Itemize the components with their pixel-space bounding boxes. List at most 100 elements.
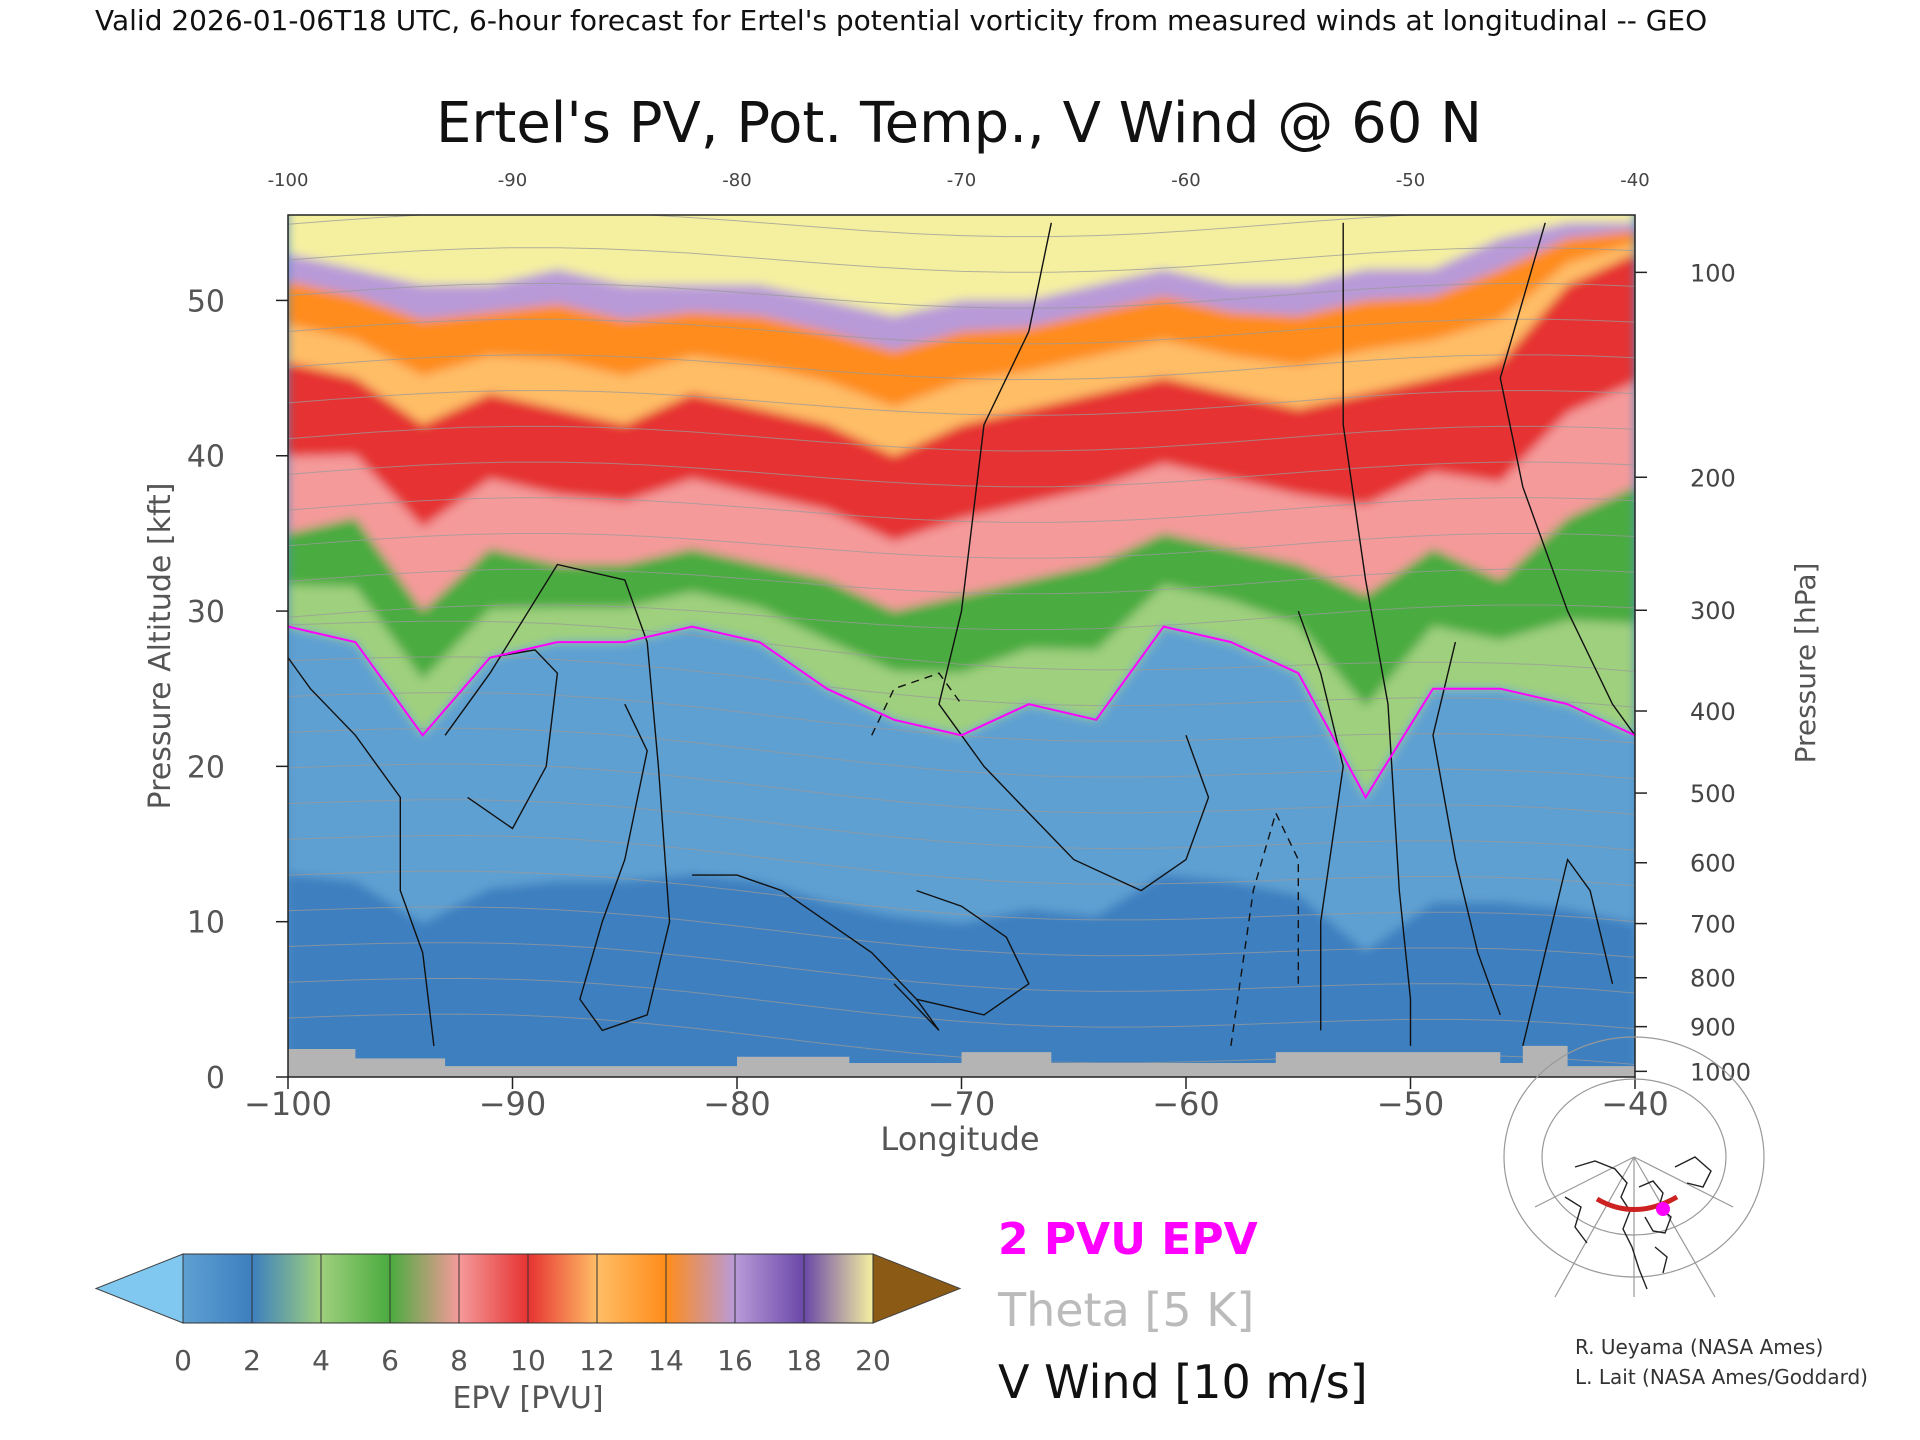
terrain-shading <box>288 1045 1635 1077</box>
x-tick-label: −90 <box>479 1085 547 1123</box>
epv-band-4-6 <box>288 486 1635 707</box>
v-wind-zero-contour <box>938 222 1210 892</box>
theta-isentrope <box>288 354 1635 380</box>
legend-item-1: Theta [5 K] <box>997 1283 1254 1337</box>
epv-colorbar: 0 2 4 6 8 10 12 14 16 18 20 <box>94 1253 962 1377</box>
pressure-tick-label: 600 <box>1690 850 1736 878</box>
terrain-mask <box>288 1045 1635 1077</box>
colorbar-tick-label: 10 <box>510 1344 546 1377</box>
colorbar-tick-label: 2 <box>243 1344 261 1377</box>
v-wind-zero-contour <box>1342 222 1412 1046</box>
epv-band-12-14 <box>288 230 1635 407</box>
theta-isentrope <box>288 497 1635 523</box>
colorbar-under-arrow <box>94 1253 184 1324</box>
legend-item-2: V Wind [10 m/s] <box>998 1355 1368 1409</box>
colorbar-segment <box>734 1253 805 1324</box>
colorbar-tick-label: 20 <box>855 1344 891 1377</box>
pressure-tick-label: 900 <box>1690 1014 1736 1042</box>
epv-band-10-12 <box>288 243 1635 456</box>
colorbar-tick-label: 12 <box>579 1344 615 1377</box>
credit-line-1: R. Ueyama (NASA Ames) <box>1575 1335 1823 1359</box>
v-wind-10-contour <box>467 649 559 830</box>
epv-band-18-20 <box>288 215 1635 316</box>
theta-isentrope <box>288 834 1635 887</box>
y-tick-label: 30 <box>187 595 225 630</box>
theta-isentrope <box>288 247 1635 273</box>
y-axis-label-right: Pressure [hPa] <box>1789 563 1822 764</box>
epv-band-8-10 <box>288 253 1635 542</box>
theta-isentrope <box>288 318 1635 345</box>
colorbar-tick-label: 14 <box>648 1344 684 1377</box>
y-tick-label: 40 <box>187 440 225 475</box>
colorbar-segment <box>458 1253 529 1324</box>
v-wind-contour <box>916 889 1030 1016</box>
pressure-tick-label: 100 <box>1690 259 1736 287</box>
tropopause-2pvu-line <box>288 625 1635 800</box>
colorbar-segment <box>665 1253 736 1324</box>
theta-isentrope <box>288 799 1635 851</box>
theta-isentrope <box>288 763 1635 815</box>
y-tick-label: 10 <box>187 906 225 941</box>
epv-bands <box>288 215 1635 1077</box>
pressure-tick-label: 500 <box>1690 780 1736 808</box>
chart-title: Ertel's PV, Pot. Temp., V Wind @ 60 N <box>436 91 1482 156</box>
colorbar-tick-label: 16 <box>717 1344 753 1377</box>
epv-band-2-4 <box>288 584 1635 798</box>
pressure-tick-label: 200 <box>1690 464 1736 492</box>
x-tick-label: −70 <box>928 1085 996 1123</box>
colorbar-tick-label: 4 <box>312 1344 330 1377</box>
theta-isentrope <box>288 215 1635 238</box>
v-wind-neg10-contour <box>871 672 963 736</box>
top-tick-label: -80 <box>722 170 751 191</box>
colorbar-segment <box>182 1253 253 1324</box>
v-wind-10-contour <box>1297 610 1344 1031</box>
colorbar-label: EPV [PVU] <box>452 1381 603 1416</box>
x-tick-label: −50 <box>1377 1085 1445 1123</box>
x-tick-label: −60 <box>1152 1085 1220 1123</box>
epv-band-14-16 <box>288 222 1635 351</box>
colorbar-over-arrow <box>872 1253 962 1324</box>
colorbar-tick-label: 0 <box>174 1344 192 1377</box>
v-wind-contour <box>1522 857 1614 1047</box>
y-axis-label-left: Pressure Altitude [kft] <box>143 483 178 810</box>
pressure-tick-label: 800 <box>1690 965 1736 993</box>
tropopause-2pvu-contours <box>288 625 1635 800</box>
v-wind-contour <box>692 874 940 1031</box>
map-meridian <box>1633 1156 1716 1298</box>
map-meridian <box>1534 1156 1635 1208</box>
credit-line-2: L. Lait (NASA Ames/Goddard) <box>1575 1365 1868 1389</box>
theta-isentrope <box>288 425 1635 452</box>
map-location-marker <box>1656 1202 1670 1216</box>
pressure-tick-label: 700 <box>1690 911 1736 939</box>
theta-isentrope <box>288 906 1635 958</box>
colorbar-segment <box>803 1253 874 1324</box>
colorbar-segment <box>251 1253 322 1324</box>
x-axis-label: Longitude <box>880 1120 1039 1158</box>
theta-isentrope <box>288 604 1635 631</box>
x-tick-label: −40 <box>1601 1085 1669 1123</box>
v-wind-contours <box>288 222 1635 1047</box>
top-tick-label: -100 <box>268 170 309 191</box>
colorbar-segment <box>527 1253 598 1324</box>
top-tick-label: -60 <box>1171 170 1200 191</box>
v-wind-contour <box>1499 222 1635 736</box>
colorbar-tick-label: 8 <box>450 1344 468 1377</box>
colorbar-segment <box>320 1253 391 1324</box>
map-section-line <box>1595 1194 1679 1212</box>
theta-isentrope <box>288 283 1635 309</box>
top-tick-label: -70 <box>947 170 976 191</box>
axes: −100 -100 −90 -90 −80 -80 −70 -70 −60 -60 −50 -50 −4… <box>187 170 1751 1123</box>
theta-isentrope <box>288 942 1635 994</box>
pressure-tick-label: 1000 <box>1690 1058 1751 1086</box>
theta-isentrope <box>288 390 1635 416</box>
locator-map <box>1503 1036 1765 1298</box>
theta-isentrope <box>288 870 1635 923</box>
pressure-tick-label: 400 <box>1690 698 1736 726</box>
theta-isentrope <box>288 461 1635 488</box>
colorbar-tick-label: 18 <box>786 1344 822 1377</box>
theta-isentrope <box>288 568 1635 595</box>
map-meridian <box>1633 1156 1734 1208</box>
colorbar-segment <box>596 1253 667 1324</box>
colorbar-segment <box>389 1253 460 1324</box>
